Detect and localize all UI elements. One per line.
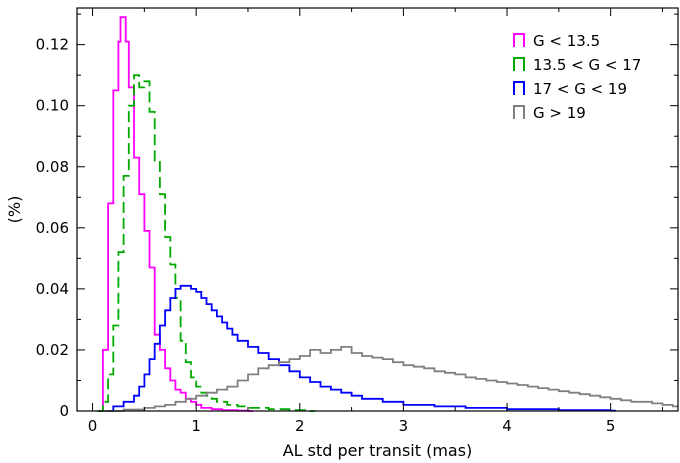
y-tick-label: 0 — [59, 402, 69, 420]
y-tick-label: 0.10 — [36, 97, 69, 115]
x-tick-label: 3 — [399, 417, 409, 435]
legend-swatch — [513, 33, 525, 47]
series-line — [97, 16, 254, 412]
legend-label: G > 19 — [533, 104, 586, 122]
legend-swatch — [513, 81, 525, 95]
x-tick-label: 0 — [88, 417, 98, 435]
x-tick-label: 2 — [295, 417, 305, 435]
y-tick-label: 0.08 — [36, 158, 69, 176]
axis-ticks — [77, 8, 678, 412]
plot-series — [97, 16, 678, 412]
y-tick-label: 0.04 — [36, 280, 69, 298]
legend: G < 13.5 13.5 < G < 17 17 < G < 19 G > 19 — [513, 32, 641, 122]
y-tick-labels: 0 0.02 0.04 0.06 0.08 0.10 0.12 — [36, 36, 69, 420]
x-tick-label: 1 — [191, 417, 201, 435]
legend-label: 17 < G < 19 — [533, 80, 627, 98]
series-line — [102, 346, 678, 412]
x-axis-title: AL std per transit (mas) — [283, 441, 473, 460]
legend-swatch — [513, 105, 525, 119]
legend-label: G < 13.5 — [533, 32, 600, 50]
y-tick-label: 0.12 — [36, 36, 69, 54]
series-line — [97, 74, 316, 412]
legend-swatch — [513, 57, 525, 71]
x-tick-label: 5 — [606, 417, 616, 435]
series-line — [108, 284, 616, 412]
x-tick-label: 4 — [502, 417, 512, 435]
x-tick-labels: 0 1 2 3 4 5 — [88, 417, 616, 435]
plot-frame — [76, 7, 679, 412]
legend-label: 13.5 < G < 17 — [533, 56, 641, 74]
y-axis-title: (%) — [5, 196, 24, 224]
y-tick-label: 0.02 — [36, 341, 69, 359]
y-tick-label: 0.06 — [36, 219, 69, 237]
